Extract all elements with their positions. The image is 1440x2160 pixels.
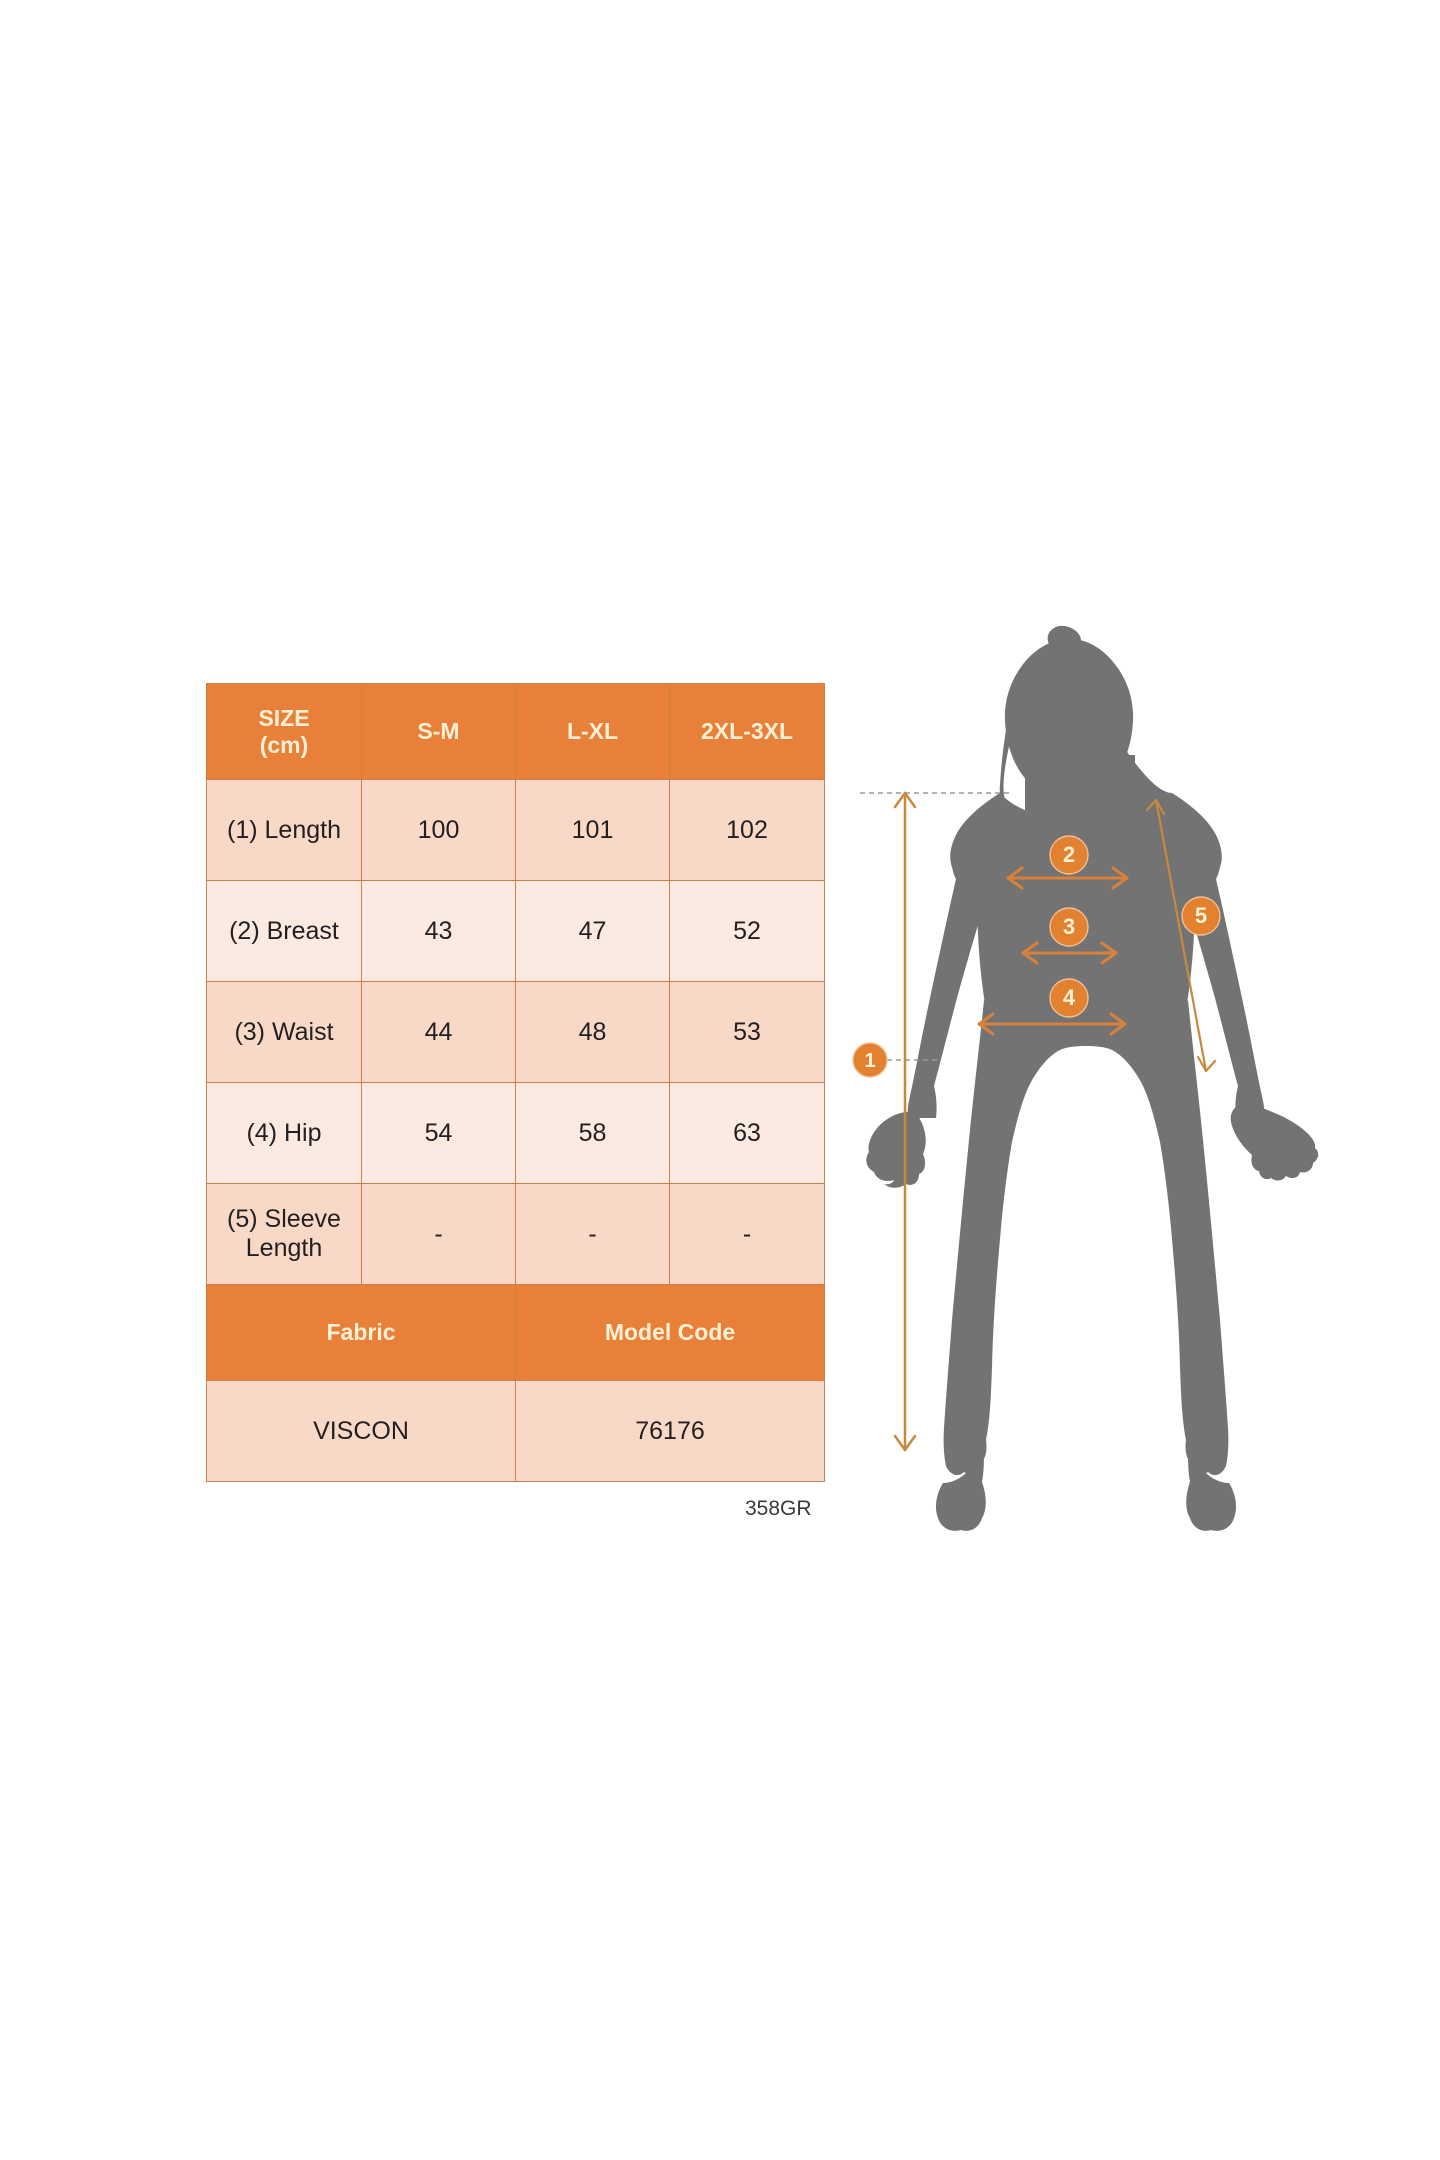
- svg-text:3: 3: [1063, 914, 1075, 939]
- svg-text:1: 1: [864, 1050, 875, 1072]
- svg-text:5: 5: [1195, 903, 1207, 928]
- svg-text:4: 4: [1063, 985, 1076, 1010]
- svg-text:2: 2: [1063, 842, 1075, 867]
